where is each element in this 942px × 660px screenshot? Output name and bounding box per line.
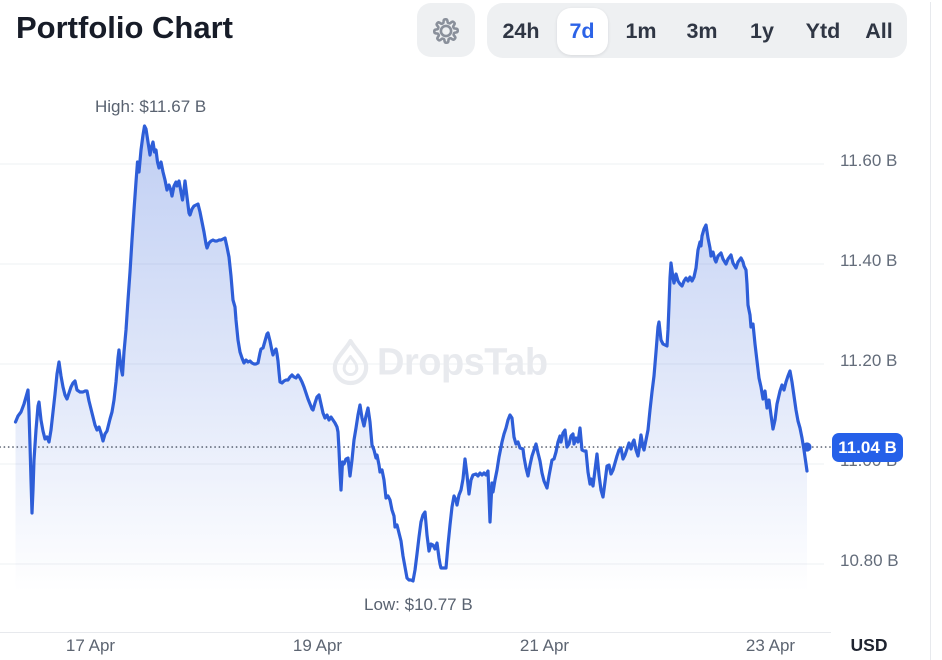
svg-text:DropsTab: DropsTab <box>377 342 548 384</box>
